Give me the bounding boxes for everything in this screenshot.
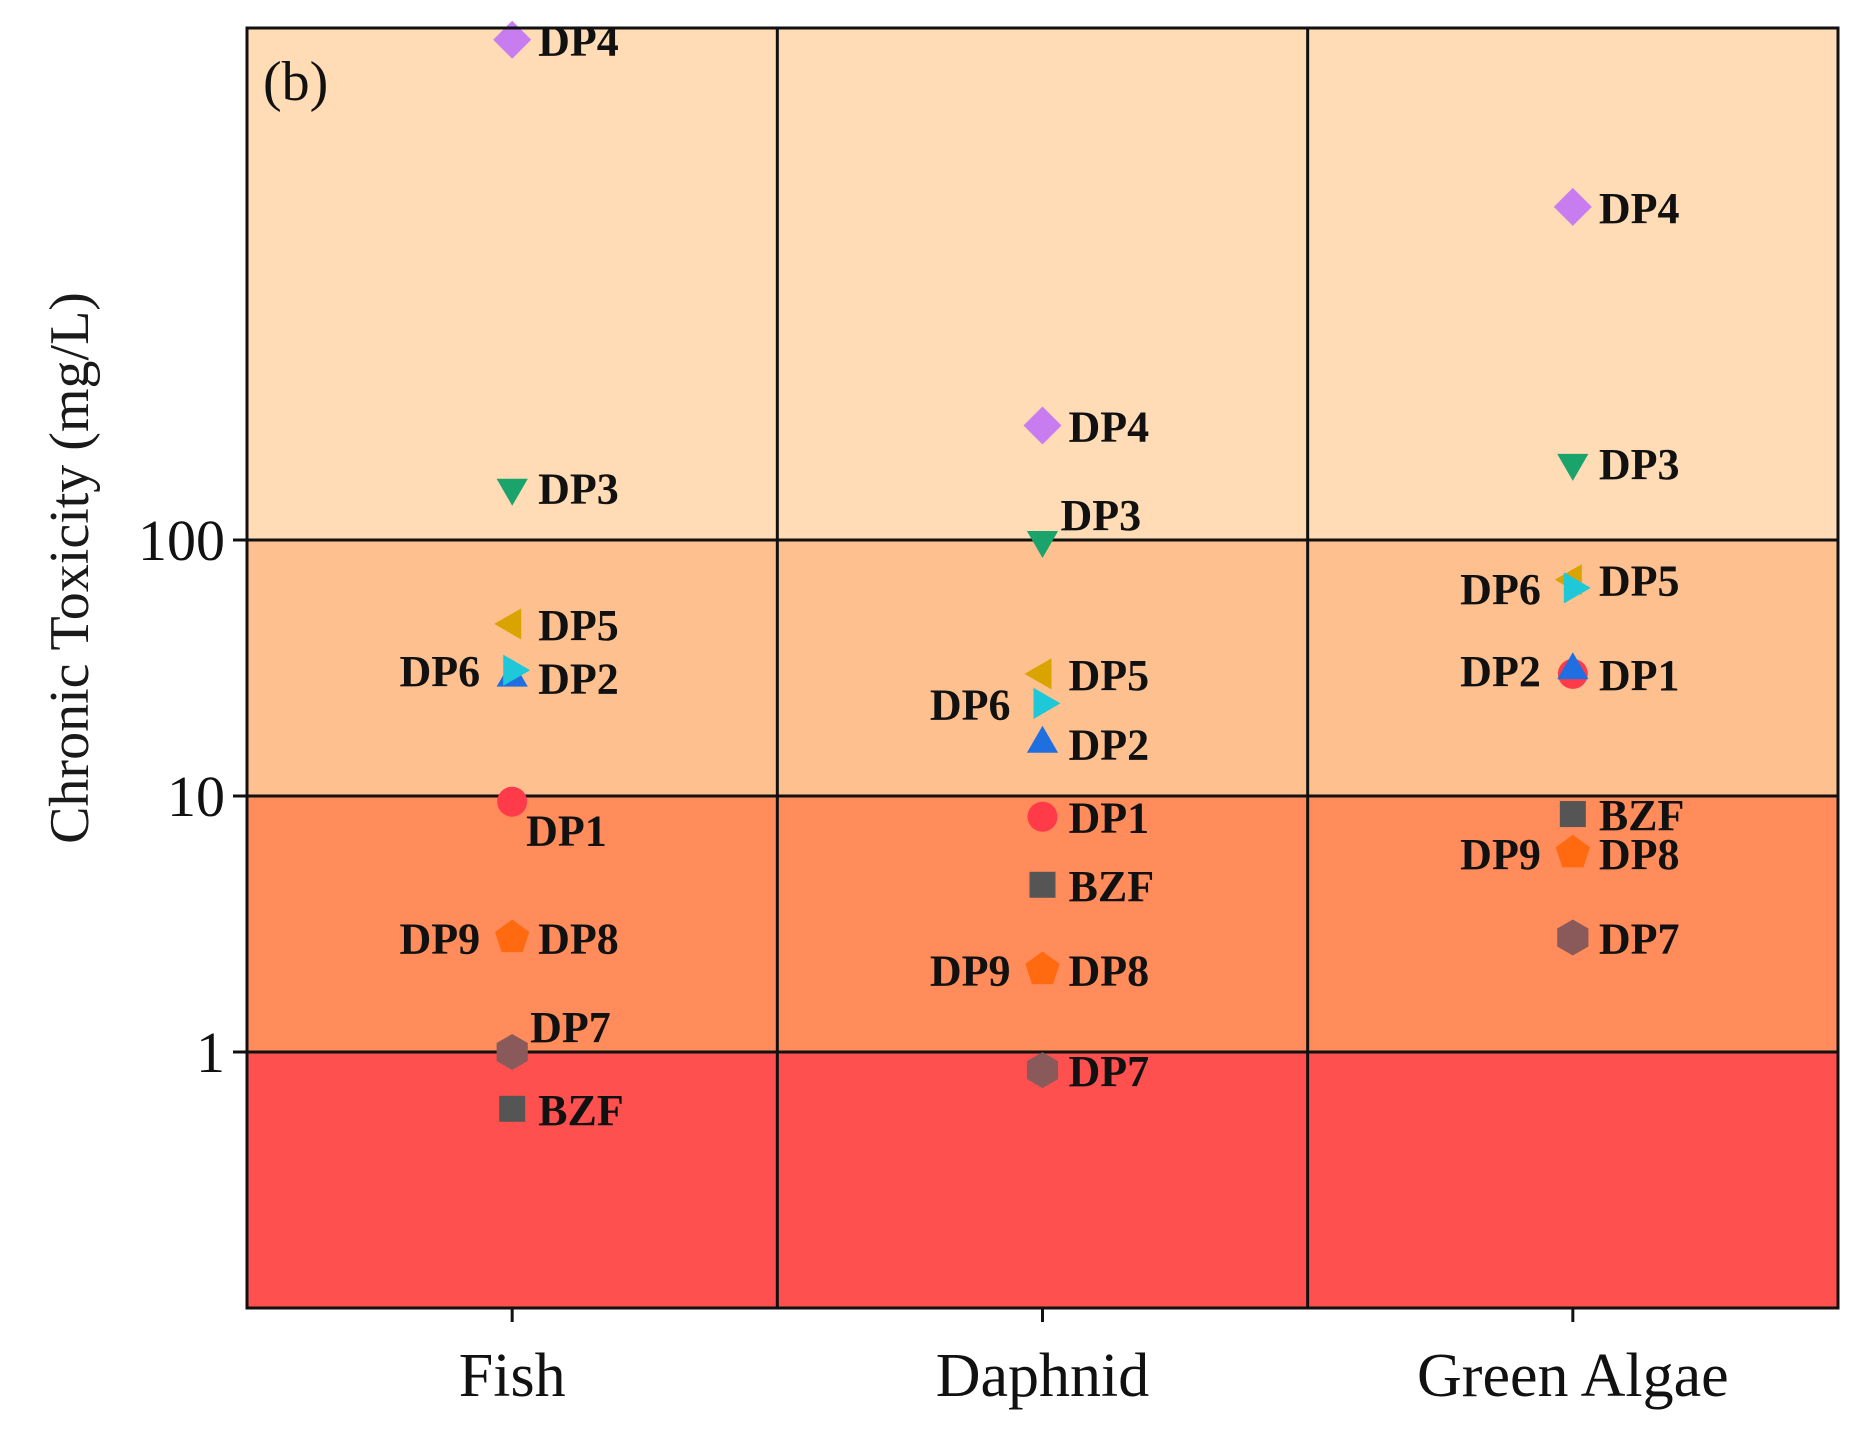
- point-label-dp2-green-algae: DP2: [1460, 647, 1541, 696]
- point-label-dp9-daphnid: DP9: [930, 947, 1011, 996]
- point-dp4-daphnid: [1023, 406, 1062, 445]
- point-label-dp5-daphnid: DP5: [1069, 651, 1150, 700]
- point-label-dp2-daphnid: DP2: [1069, 721, 1150, 770]
- point-label-dp6-fish: DP6: [400, 647, 481, 696]
- point-dp2-green-algae: [1557, 652, 1589, 680]
- point-label-dp4-fish: DP4: [538, 17, 619, 66]
- point-dp1-daphnid: [1027, 801, 1058, 832]
- y-axis-label: Chronic Toxicity (mg/L): [39, 292, 101, 844]
- panel-label: (b): [263, 51, 328, 113]
- point-dp8-daphnid: [1025, 951, 1060, 985]
- point-label-dp3-green-algae: DP3: [1599, 440, 1680, 489]
- point-bzf-daphnid: [1029, 871, 1056, 898]
- point-label-bzf-daphnid: BZF: [1069, 862, 1155, 911]
- point-dp1-fish: [497, 786, 528, 817]
- point-dp6-daphnid: [1033, 687, 1061, 719]
- y-axis-ticks: 1 10 100: [138, 508, 247, 1085]
- point-dp3-daphnid: [1026, 531, 1059, 558]
- band-0: [247, 1052, 1838, 1308]
- category-dividers: [775, 28, 1310, 1308]
- point-dp8-green-algae: [1555, 834, 1590, 868]
- point-label-bzf-green-algae: BZF: [1599, 791, 1685, 840]
- x-tick-label: Green Algae: [1417, 1342, 1729, 1410]
- point-dp4-green-algae: [1553, 187, 1592, 226]
- point-label-dp7-green-algae: DP7: [1599, 915, 1680, 964]
- point-label-bzf-fish: BZF: [538, 1086, 624, 1135]
- point-label-dp4-daphnid: DP4: [1069, 403, 1150, 452]
- point-label-dp2-fish: DP2: [538, 655, 619, 704]
- point-label-dp9-green-algae: DP9: [1460, 830, 1541, 879]
- point-label-dp9-fish: DP9: [400, 915, 481, 964]
- data-points: BZF BZF BZF DP1 DP1 DP1 DP2 DP2 DP2 DP3 DP3 DP3 DP4 D…: [400, 17, 1685, 1135]
- plot-frame: [245, 26, 1840, 1310]
- point-label-dp8-daphnid: DP8: [1069, 947, 1150, 996]
- point-label-dp8-fish: DP8: [538, 915, 619, 964]
- point-label-dp6-green-algae: DP6: [1460, 565, 1541, 614]
- point-label-dp7-fish: DP7: [530, 1003, 611, 1052]
- x-tick-label: Daphnid: [936, 1342, 1150, 1410]
- point-dp7-green-algae: [1557, 919, 1589, 956]
- point-dp4-fish: [493, 20, 532, 59]
- y-tick-label: 10: [167, 764, 225, 829]
- point-label-dp3-fish: DP3: [538, 465, 619, 514]
- y-tick-label: 1: [196, 1020, 225, 1085]
- point-bzf-green-algae: [1559, 801, 1586, 828]
- point-dp6-fish: [503, 654, 531, 686]
- point-dp2-daphnid: [1026, 725, 1059, 753]
- point-dp7-daphnid: [1026, 1052, 1059, 1089]
- point-label-dp5-fish: DP5: [538, 601, 619, 650]
- point-label-dp1-daphnid: DP1: [1069, 794, 1150, 843]
- point-label-dp3-daphnid: DP3: [1061, 491, 1142, 540]
- point-label-dp6-daphnid: DP6: [930, 680, 1011, 729]
- x-tick-label: Fish: [459, 1342, 566, 1410]
- point-label-dp1-green-algae: DP1: [1599, 651, 1680, 700]
- point-dp7-fish: [496, 1034, 528, 1070]
- point-dp3-fish: [496, 478, 528, 506]
- point-label-dp8-green-algae: DP8: [1599, 830, 1680, 879]
- point-dp3-green-algae: [1557, 453, 1589, 481]
- y-tick-label: 100: [138, 508, 225, 573]
- point-bzf-fish: [499, 1095, 526, 1122]
- point-label-dp1-fish: DP1: [526, 807, 607, 856]
- point-label-dp4-green-algae: DP4: [1599, 184, 1680, 233]
- point-dp8-fish: [495, 919, 530, 953]
- point-label-dp5-green-algae: DP5: [1599, 557, 1680, 606]
- point-dp6-green-algae: [1563, 572, 1591, 604]
- point-dp5-daphnid: [1024, 658, 1052, 690]
- point-label-dp7-daphnid: DP7: [1069, 1047, 1150, 1096]
- x-axis-ticks: Fish Daphnid Green Algae: [459, 1308, 1729, 1410]
- point-dp5-fish: [494, 608, 522, 640]
